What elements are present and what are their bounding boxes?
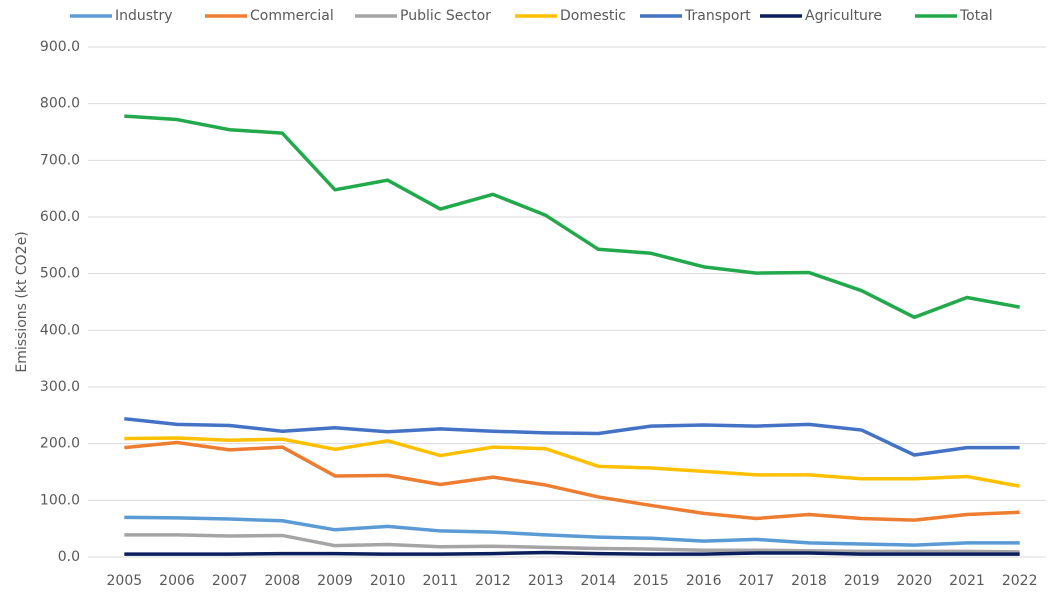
- legend-label: Agriculture: [805, 8, 882, 24]
- series-line: [124, 533, 1020, 554]
- series-line: [124, 515, 1020, 547]
- x-tick-label: 2014: [581, 573, 617, 589]
- series-line: [124, 550, 1020, 556]
- x-tick-label: 2010: [370, 573, 406, 589]
- x-tick-label: 2006: [159, 573, 195, 589]
- y-tick-label: 800.0: [40, 96, 80, 112]
- x-tick-label: 2018: [791, 573, 827, 589]
- y-tick-label: 300.0: [40, 379, 80, 395]
- x-tick-label: 2019: [844, 573, 880, 589]
- legend-label: Domestic: [560, 8, 626, 24]
- legend-label: Total: [959, 8, 993, 24]
- legend-label: Industry: [115, 8, 173, 24]
- x-tick-label: 2005: [107, 573, 143, 589]
- y-tick-label: 400.0: [40, 322, 80, 338]
- x-tick-label: 2022: [1002, 573, 1038, 589]
- x-tick-label: 2015: [633, 573, 669, 589]
- y-tick-label: 500.0: [40, 266, 80, 282]
- y-tick-label: 700.0: [40, 152, 80, 168]
- x-tick-label: 2011: [423, 573, 459, 589]
- x-tick-label: 2008: [265, 573, 301, 589]
- x-tick-label: 2012: [475, 573, 511, 589]
- x-tick-label: 2016: [686, 573, 722, 589]
- legend-label: Public Sector: [400, 8, 491, 24]
- x-tick-label: 2013: [528, 573, 564, 589]
- legend-label: Transport: [684, 8, 751, 24]
- y-tick-label: 900.0: [40, 39, 80, 55]
- x-tick-label: 2020: [897, 573, 933, 589]
- legend-label: Commercial: [250, 8, 334, 24]
- series-line: [124, 416, 1020, 457]
- y-axis-label: Emissions (kt CO2e): [14, 231, 30, 372]
- x-tick-label: 2007: [212, 573, 248, 589]
- series-line: [124, 440, 1020, 522]
- y-tick-label: 600.0: [40, 209, 80, 225]
- series-line: [124, 114, 1020, 320]
- y-tick-label: 0.0: [58, 549, 80, 565]
- x-tick-label: 2021: [949, 573, 985, 589]
- y-tick-label: 200.0: [40, 436, 80, 452]
- y-tick-label: 100.0: [40, 492, 80, 508]
- series-line: [124, 436, 1020, 488]
- x-tick-label: 2017: [739, 573, 775, 589]
- x-tick-label: 2009: [317, 573, 353, 589]
